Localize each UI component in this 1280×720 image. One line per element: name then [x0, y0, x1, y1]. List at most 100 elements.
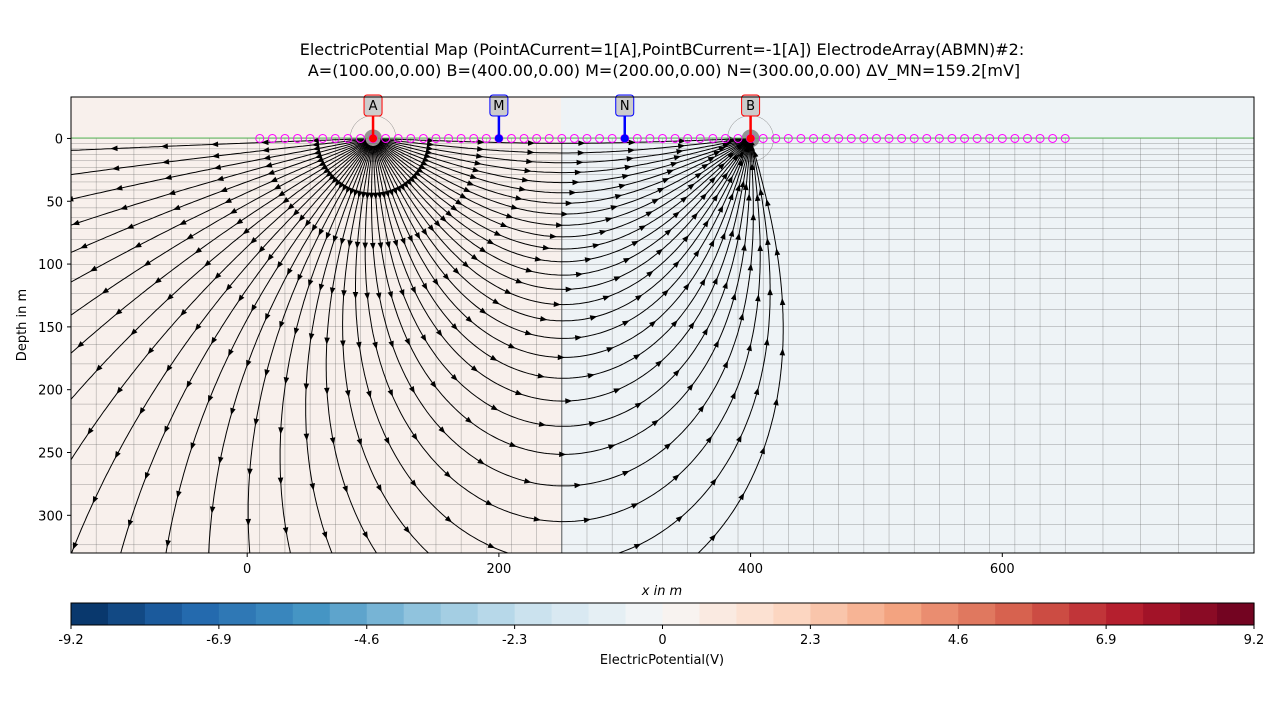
current-arrow [574, 482, 582, 489]
current-arrow [235, 218, 244, 225]
current-arrow [749, 143, 756, 152]
colorbar-bin [329, 603, 368, 625]
current-arrow [342, 485, 348, 494]
colorbar-bin [625, 603, 664, 625]
current-arrow [683, 283, 690, 291]
streamline [378, 141, 748, 250]
current-arrow [2, 410, 11, 419]
colorbar-bin [1217, 603, 1255, 625]
current-arrow [664, 443, 672, 450]
current-arrow [349, 187, 356, 196]
current-arrow [479, 246, 487, 253]
current-arrow [430, 380, 437, 389]
current-arrow [377, 242, 384, 250]
colorbar-ticks: -9.2 -6.9 -4.6 -2.3 0 2.3 4.6 6.9 9.2 [58, 625, 1264, 648]
electrode-ring [595, 133, 605, 143]
colorbar-tick-label: 0 [658, 633, 666, 648]
colorbar-bin [551, 603, 590, 625]
colorbar-bin [699, 603, 738, 625]
current-arrow [515, 195, 523, 201]
current-arrow [324, 337, 330, 345]
electrode-ring [381, 133, 391, 143]
current-arrow [263, 154, 271, 161]
current-arrow [101, 287, 110, 294]
current-arrow [746, 193, 752, 201]
current-arrow [589, 315, 598, 321]
current-arrow [721, 172, 728, 180]
current-arrow [71, 196, 74, 202]
electrode-ring [1060, 133, 1070, 143]
current-arrow [293, 327, 300, 335]
current-arrow [670, 161, 678, 168]
current-arrow [510, 204, 519, 210]
current-arrow [362, 531, 368, 539]
current-arrow [60, 402, 69, 411]
current-arrow [490, 404, 499, 411]
electrode-ring [972, 133, 982, 143]
streamline [71, 139, 366, 200]
current-arrow [164, 425, 170, 434]
current-arrow [357, 190, 363, 199]
x-tick-label: 600 [990, 562, 1015, 577]
colorbar-bin [1180, 603, 1218, 625]
colorbar-tick-label: 9.2 [1244, 633, 1265, 648]
current-arrow [727, 175, 733, 184]
current-arrow [661, 289, 669, 297]
current-arrow [738, 492, 745, 501]
current-arrow [613, 276, 622, 282]
colorbar-bin [847, 603, 885, 625]
current-arrow [388, 340, 394, 349]
current-arrow [297, 273, 303, 282]
current-arrow [120, 204, 128, 210]
current-arrow [737, 150, 744, 159]
current-arrow [664, 229, 672, 236]
colorbar-bin [773, 603, 811, 625]
current-arrow [372, 192, 379, 200]
current-arrow [270, 176, 278, 183]
electrode-ring [758, 133, 768, 143]
current-arrow [631, 503, 639, 509]
current-arrow [439, 215, 447, 223]
current-arrow [739, 180, 746, 188]
current-arrow [126, 223, 135, 229]
current-arrow [38, 375, 47, 384]
current-arrow [229, 208, 238, 214]
current-arrow [518, 186, 527, 192]
current-arrow [635, 294, 643, 301]
current-arrow [1, 316, 10, 324]
current-arrow [28, 441, 37, 450]
current-arrow [332, 235, 339, 243]
potential-electrode-label-box-m [489, 94, 509, 117]
current-arrow [549, 233, 557, 240]
electrode-ring [871, 133, 881, 143]
x-tick-label: 200 [486, 562, 511, 577]
current-arrow [158, 590, 164, 598]
current-arrow [629, 592, 638, 600]
current-arrow [533, 516, 541, 522]
current-arrow [561, 211, 569, 217]
streamline [377, 141, 749, 276]
current-arrow [450, 373, 458, 381]
current-arrow [411, 173, 419, 180]
colorbar-tick-label: -4.6 [354, 633, 379, 648]
colorbar-bin [255, 603, 294, 625]
current-arrow [278, 427, 284, 435]
current-arrow [559, 451, 567, 458]
current-arrow [399, 289, 405, 297]
current-arrow [228, 348, 234, 357]
current-arrow [220, 186, 228, 193]
current-arrow [736, 434, 742, 443]
streamline [247, 144, 370, 553]
current-electrode-label-a: A [369, 99, 378, 114]
current-arrow [12, 179, 20, 186]
current-arrow [375, 484, 382, 492]
current-arrow [599, 229, 607, 236]
electrode-ring [406, 133, 416, 143]
x-axis-label: x in m [641, 584, 682, 599]
current-arrow [0, 481, 6, 490]
current-arrow [753, 150, 759, 158]
colorbar-bin [514, 603, 553, 625]
x-tick-label: 400 [738, 562, 763, 577]
current-arrow [474, 160, 482, 166]
